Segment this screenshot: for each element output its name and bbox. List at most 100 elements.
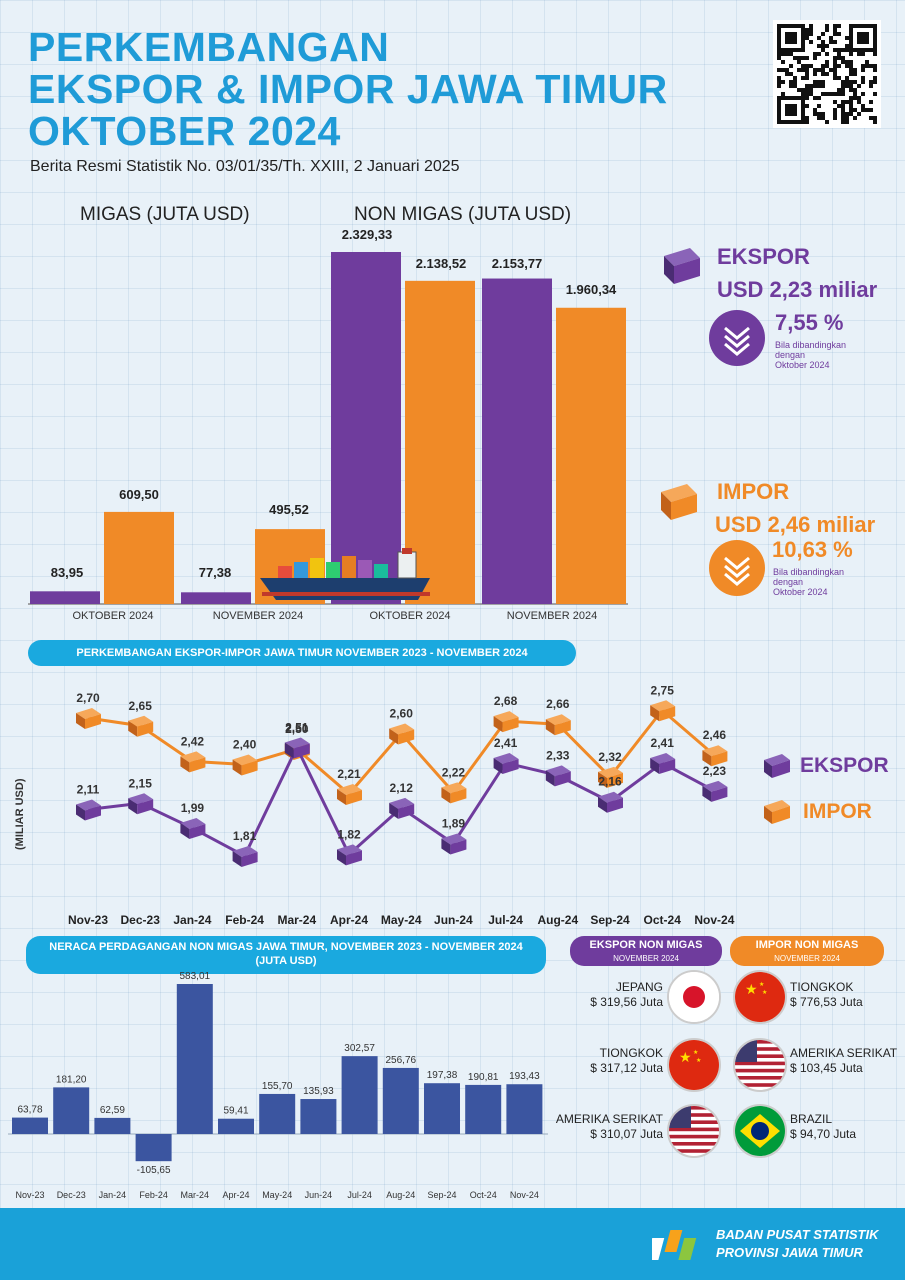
svg-text:★: ★ <box>762 989 767 996</box>
x-tick-7: Jun-24 <box>434 913 473 927</box>
balance-bar-11 <box>465 1084 502 1134</box>
impor-nonmigas-tag-label: IMPOR NON MIGAS <box>755 939 859 951</box>
balance-tick-9: Aug-24 <box>386 1190 415 1200</box>
value-nonmigas-ekspor-nov: 2.153,77 <box>491 256 543 271</box>
point-ekspor-11 <box>650 752 676 774</box>
usa-flag-icon <box>667 1104 721 1158</box>
balance-label-2: 62,59 <box>100 1105 125 1116</box>
x-tick-1: Dec-23 <box>121 913 161 927</box>
impor-partner-3: BRAZIL $ 94,70 Juta <box>790 1112 856 1142</box>
balance-bar-1 <box>53 1087 90 1134</box>
balance-title-line2: (JUTA USD) <box>255 955 317 967</box>
balance-tick-6: May-24 <box>262 1190 292 1200</box>
balance-bar-chart: 63,78 Nov-23 181,20 Dec-23 62,59 Jan-24 -105,6… <box>8 971 548 1200</box>
point-impor-10 <box>598 766 623 788</box>
impor-partner-1-name: TIONGKOK <box>790 980 854 994</box>
cat-label-nonmigas-nov: NOVEMBER 2024 <box>506 610 598 622</box>
title-line-2: EKSPOR & IMPOR JAWA TIMUR <box>28 66 668 112</box>
bps-logo-icon <box>652 1230 697 1260</box>
point-impor-5 <box>337 783 362 805</box>
point-impor-11 <box>650 700 676 722</box>
brazil-flag-icon <box>733 1104 787 1158</box>
x-tick-10: Sep-24 <box>590 913 630 927</box>
legend-ekspor-icon <box>764 754 790 778</box>
balance-label-7: 135,93 <box>303 1086 334 1097</box>
balance-bar-3 <box>135 1134 172 1162</box>
x-tick-2: Jan-24 <box>173 913 211 927</box>
bar-ekspor-3 <box>482 278 552 604</box>
balance-bar-2 <box>94 1117 131 1134</box>
impor-partner-3-name: BRAZIL <box>790 1112 833 1126</box>
point-ekspor-5 <box>337 844 362 866</box>
ekspor-partner-1-value: $ 319,56 Juta <box>590 995 663 1009</box>
point-ekspor-6 <box>389 797 415 819</box>
point-ekspor-0 <box>76 799 101 821</box>
bar-impor-2 <box>405 280 475 604</box>
usa-flag-icon <box>733 1038 787 1092</box>
label-impor-9: 2,66 <box>546 697 570 711</box>
impor-partner-2-value: $ 103,45 Juta <box>790 1061 863 1075</box>
x-tick-4: Mar-24 <box>277 913 316 927</box>
point-impor-12 <box>702 745 728 767</box>
label-ekspor-11: 2,41 <box>651 736 675 750</box>
impor-partner-2-name: AMERIKA SERIKAT <box>790 1046 898 1060</box>
value-nonmigas-impor-oct: 2.138,52 <box>415 256 467 271</box>
balance-label-10: 197,38 <box>427 1070 458 1081</box>
impor-percent: 10,63 % <box>772 537 853 562</box>
label-impor-7: 2,22 <box>442 765 466 779</box>
balance-label-9: 256,76 <box>386 1055 417 1066</box>
impor-partner-1: TIONGKOK $ 776,53 Juta <box>790 980 863 1010</box>
title-line-3: OKTOBER 2024 <box>28 108 341 154</box>
balance-label-4: 583,01 <box>180 971 211 982</box>
point-ekspor-3 <box>232 845 258 867</box>
value-migas-impor-nov: 495,52 <box>269 502 309 517</box>
impor-value: USD 2,46 miliar <box>715 512 876 537</box>
balance-tick-1: Dec-23 <box>57 1190 86 1200</box>
svg-text:★: ★ <box>745 982 758 998</box>
label-ekspor-8: 2,41 <box>494 736 518 750</box>
china-flag-icon: ★ ★ ★ <box>667 1038 721 1092</box>
migas-heading: MIGAS (JUTA USD) <box>80 204 250 225</box>
balance-bar-6 <box>259 1093 296 1134</box>
ekspor-percent: 7,55 % <box>775 310 844 335</box>
value-migas-impor-oct: 609,50 <box>119 487 159 502</box>
page-title: PERKEMBANGAN EKSPOR & IMPOR JAWA TIMUR O… <box>28 26 668 152</box>
cat-label-migas-oct: OKTOBER 2024 <box>72 610 154 622</box>
qr-code-icon[interactable] <box>773 20 881 128</box>
balance-tick-10: Sep-24 <box>427 1190 456 1200</box>
ekspor-partner-2-value: $ 317,12 Juta <box>590 1061 663 1075</box>
x-tick-12: Nov-24 <box>694 913 734 927</box>
label-impor-1: 2,65 <box>129 699 153 713</box>
label-impor-0: 2,70 <box>76 691 100 705</box>
legend-ekspor: EKSPOR <box>800 754 889 777</box>
value-nonmigas-ekspor-oct: 2.329,33 <box>341 227 393 242</box>
impor-note: Bila dibandingkan dengan Oktober 2024 <box>773 567 844 597</box>
label-ekspor-2: 1,99 <box>181 801 205 815</box>
label-ekspor-12: 2,23 <box>703 764 727 778</box>
balance-bar-7 <box>300 1099 337 1134</box>
label-impor-11: 2,75 <box>651 683 675 697</box>
x-tick-9: Aug-24 <box>537 913 578 927</box>
impor-container-icon <box>661 484 697 520</box>
nonmigas-heading: NON MIGAS (JUTA USD) <box>354 204 572 225</box>
bar-impor-3 <box>556 307 626 604</box>
label-ekspor-6: 2,12 <box>390 781 414 795</box>
ekspor-container-icon <box>664 248 700 284</box>
point-impor-7 <box>441 782 467 804</box>
label-impor-2: 2,42 <box>181 734 205 748</box>
balance-tick-0: Nov-23 <box>15 1190 44 1200</box>
x-tick-0: Nov-23 <box>68 913 108 927</box>
point-impor-1 <box>128 715 154 737</box>
balance-label-1: 181,20 <box>56 1074 87 1085</box>
ekspor-partner-2: TIONGKOK $ 317,12 Juta <box>560 1046 663 1076</box>
x-tick-11: Oct-24 <box>644 913 682 927</box>
balance-label-5: 59,41 <box>223 1106 248 1117</box>
footer-line2: PROVINSI JAWA TIMUR <box>716 1245 863 1260</box>
balance-tick-8: Jul-24 <box>347 1190 372 1200</box>
ekspor-nonmigas-tag-label: EKSPOR NON MIGAS <box>589 939 703 951</box>
balance-section-title: NERACA PERDAGANGAN NON MIGAS JAWA TIMUR,… <box>26 936 546 974</box>
label-ekspor-10: 2,16 <box>598 775 622 789</box>
point-ekspor-10 <box>598 791 623 813</box>
point-impor-0 <box>76 708 101 729</box>
label-ekspor-3: 1,81 <box>233 829 257 843</box>
